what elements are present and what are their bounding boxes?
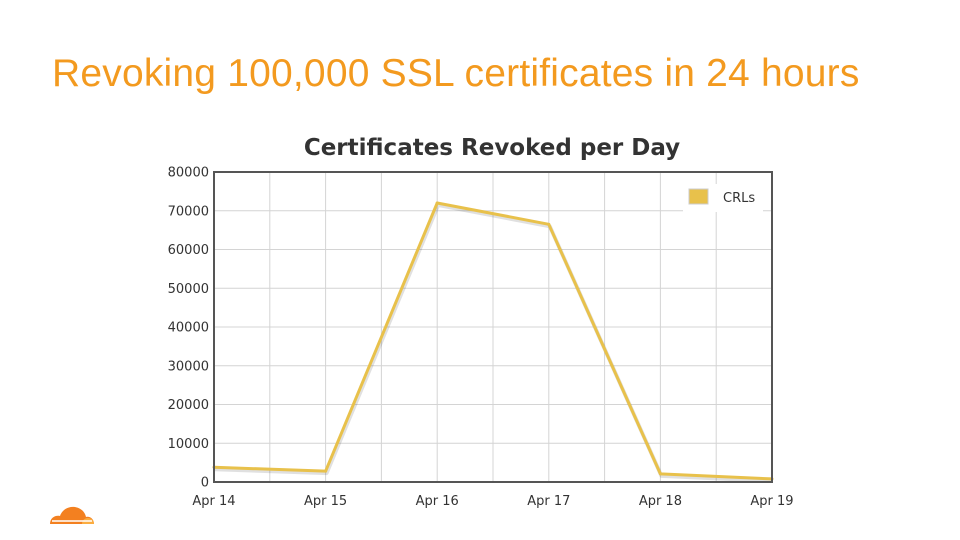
data-point	[547, 222, 551, 226]
slide-title: Revoking 100,000 SSL certificates in 24 …	[52, 52, 860, 95]
plot-frame	[213, 171, 773, 483]
series-line	[213, 201, 773, 481]
x-tick-label: Apr 17	[527, 494, 570, 509]
data-point	[658, 472, 662, 476]
x-tick-label: Apr 18	[639, 494, 682, 509]
y-tick-label: 40000	[168, 321, 209, 336]
x-tick-label: Apr 19	[750, 494, 793, 509]
legend-label: CRLs	[723, 191, 755, 206]
y-tick-label: 20000	[168, 398, 209, 413]
y-tick-label: 10000	[168, 437, 209, 452]
x-tick-label: Apr 14	[192, 494, 235, 509]
x-tick-label: Apr 16	[416, 494, 459, 509]
cloud-logo-icon	[50, 506, 94, 524]
y-tick-label: 30000	[168, 359, 209, 374]
data-point	[435, 201, 439, 205]
legend-swatch	[688, 188, 709, 205]
chart-title: Certificates Revoked per Day	[304, 135, 680, 161]
chart-legend[interactable]: CRLs	[683, 184, 763, 212]
y-tick-label: 80000	[168, 166, 209, 181]
y-tick-label: 60000	[168, 243, 209, 258]
data-point	[324, 469, 328, 473]
y-tick-label: 70000	[168, 204, 209, 219]
x-axis-ticks: Apr 14 Apr 15 Apr 16 Apr 17 Apr 18 Apr 19	[192, 494, 793, 509]
x-tick-label: Apr 15	[304, 494, 347, 509]
y-tick-label: 0	[201, 476, 209, 491]
y-axis-ticks: 0 10000 20000 30000 40000 50000 60000 70000 8000…	[168, 166, 209, 491]
y-tick-label: 50000	[168, 282, 209, 297]
series-line-shadow	[214, 203, 774, 483]
chart-series	[212, 201, 774, 483]
chart-grid	[213, 171, 773, 483]
